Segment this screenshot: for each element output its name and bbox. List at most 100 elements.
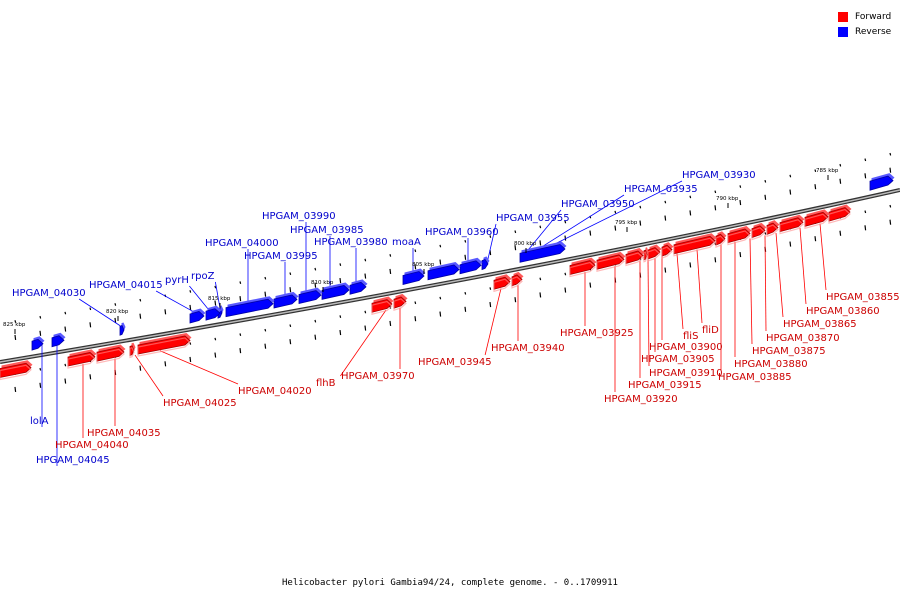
- tick-mark: [289, 324, 292, 328]
- leader-line: [676, 253, 684, 330]
- leader-line: [749, 238, 753, 345]
- tick-mark: [214, 285, 217, 289]
- reverse-gene-label: rpoZ: [191, 271, 215, 282]
- tick-mark: [89, 374, 92, 380]
- kbp-label: 800 kbp: [514, 241, 537, 247]
- leader-line: [775, 232, 784, 318]
- gene-shadow: [643, 251, 648, 263]
- reverse-gene: [427, 261, 461, 281]
- gene-shadow: [673, 237, 716, 257]
- gene-shadow: [828, 208, 851, 224]
- tick-mark: [889, 152, 892, 156]
- tick-mark: [39, 382, 42, 388]
- reverse-gene: [459, 257, 483, 275]
- tick-mark: [414, 316, 417, 322]
- forward-gene: [804, 209, 830, 230]
- reverse-gene: [189, 308, 206, 324]
- tick-mark: [289, 287, 292, 293]
- tick-mark: [314, 267, 317, 271]
- reverse-gene-label: pyrH: [165, 275, 189, 286]
- gene-shadow: [751, 227, 766, 241]
- kbp-label: 790 kbp: [716, 196, 739, 202]
- tick-mark: [739, 200, 742, 206]
- tick-mark: [764, 194, 767, 200]
- forward-gene-label: HPGAM_03925: [560, 328, 634, 339]
- reverse-gene-label: lolA: [30, 416, 49, 427]
- gene-shadow: [137, 337, 191, 357]
- gene-body: [321, 285, 350, 300]
- tick-mark: [64, 326, 67, 332]
- reverse-gene: [119, 322, 126, 336]
- gene-shadow: [647, 248, 661, 262]
- tick-mark: [564, 272, 567, 276]
- gene-body: [298, 290, 322, 305]
- tick-mark: [889, 219, 892, 225]
- gene-body: [189, 311, 205, 324]
- forward-gene: [493, 274, 512, 293]
- forward-gene: [511, 271, 524, 289]
- forward-gene-label: HPGAM_03940: [491, 343, 565, 354]
- leader-line: [819, 223, 827, 291]
- reverse-gene-label: HPGAM_03930: [682, 170, 756, 181]
- leader-line: [155, 290, 196, 313]
- tick-mark: [789, 174, 792, 178]
- tick-mark: [39, 330, 42, 336]
- tick-mark: [589, 230, 592, 236]
- tick-mark: [814, 184, 817, 190]
- tick-mark: [739, 185, 742, 188]
- forward-gene-label: HPGAM_03970: [341, 371, 415, 382]
- reverse-gene-label: HPGAM_03990: [262, 211, 336, 222]
- tick-mark: [164, 309, 167, 315]
- gene-shadow: [715, 235, 726, 248]
- gene-shadow: [727, 230, 751, 246]
- forward-gene: [727, 225, 752, 246]
- tick-mark: [164, 361, 167, 367]
- gene-body: [427, 264, 460, 281]
- tick-mark: [214, 337, 217, 341]
- tick-mark: [689, 210, 692, 216]
- tick-mark: [14, 320, 17, 323]
- tick-mark: [414, 264, 417, 270]
- legend-reverse: Reverse: [838, 24, 891, 39]
- kbp-label: 805 kbp: [412, 262, 435, 268]
- tick-mark: [339, 330, 342, 336]
- tick-mark: [239, 281, 242, 284]
- kbp-label: 820 kbp: [106, 309, 129, 315]
- tick-mark: [539, 240, 542, 246]
- kbp-label: 795 kbp: [615, 220, 638, 226]
- leader-line: [487, 223, 497, 260]
- forward-gene-label: HPGAM_03905: [641, 354, 715, 365]
- tick-mark: [189, 304, 192, 311]
- tick-mark: [814, 169, 817, 173]
- gene-body: [519, 244, 566, 263]
- reverse-gene: [205, 305, 222, 321]
- tick-mark: [414, 301, 417, 305]
- reverse-gene: [869, 173, 895, 191]
- tick-mark: [114, 303, 117, 306]
- gene-body: [205, 308, 221, 321]
- tick-mark: [389, 268, 392, 274]
- tick-mark: [139, 365, 142, 371]
- gene-shadow: [779, 219, 804, 235]
- gene-body: [51, 335, 65, 348]
- tick-mark: [664, 215, 667, 221]
- tick-mark: [639, 220, 642, 226]
- reverse-gene-label: HPGAM_03995: [244, 251, 318, 262]
- forward-gene-label: HPGAM_03860: [806, 306, 880, 317]
- tick-mark: [264, 328, 267, 332]
- tick-mark: [539, 277, 542, 281]
- leader-line: [78, 298, 121, 326]
- gene-shadow: [493, 278, 511, 293]
- tick-mark: [64, 378, 67, 384]
- tick-mark: [839, 230, 842, 236]
- reverse-gene-label: HPGAM_03960: [425, 227, 499, 238]
- gene-body: [349, 281, 367, 295]
- axis-highlight: [0, 189, 900, 363]
- reverse-gene-label: HPGAM_04015: [89, 280, 163, 291]
- gene-shadow: [625, 252, 644, 267]
- reverse-gene-label: moaA: [392, 237, 421, 248]
- tick-mark: [614, 225, 617, 231]
- leader-line: [189, 285, 210, 311]
- legend-forward-label: Forward: [855, 11, 892, 22]
- tick-mark: [614, 210, 617, 214]
